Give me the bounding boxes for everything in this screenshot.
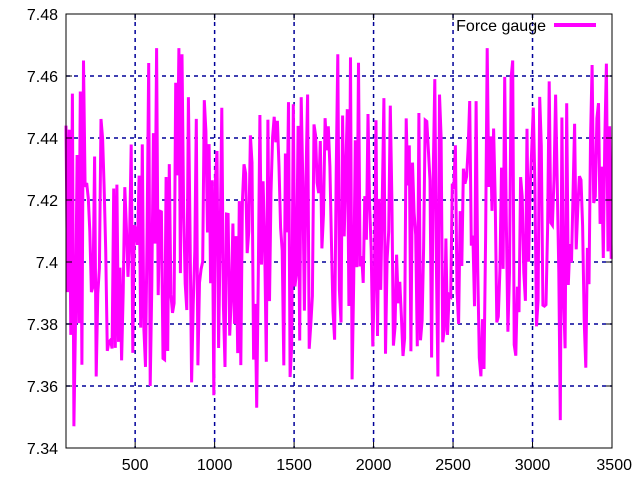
x-tick-label: 2500 (435, 457, 471, 474)
y-tick-label: 7.44 (27, 131, 58, 148)
y-tick-label: 7.36 (27, 379, 58, 396)
y-tick-label: 7.48 (27, 7, 58, 24)
y-tick-label: 7.4 (36, 255, 58, 272)
x-tick-label: 3500 (596, 457, 632, 474)
x-tick-label: 1000 (197, 457, 233, 474)
x-tick-label: 1500 (276, 457, 312, 474)
x-tick-label: 3000 (515, 457, 551, 474)
legend: Force gauge (456, 18, 596, 35)
series-layer (64, 48, 613, 427)
axis-layer: 500 1000 1500 2000 2500 3000 3500 7.34 7.36 7.38 7… (27, 7, 632, 474)
plot-border (65, 13, 613, 449)
y-tick-label: 7.38 (27, 317, 58, 334)
y-tick-label: 7.46 (27, 69, 58, 86)
y-tick-label: 7.34 (27, 441, 58, 458)
x-tick-label: 2000 (356, 457, 392, 474)
legend-label-force-gauge: Force gauge (456, 18, 546, 35)
series-line-force-gauge (64, 48, 613, 427)
y-tick-label: 7.42 (27, 193, 58, 210)
x-tick-label: 500 (122, 457, 149, 474)
